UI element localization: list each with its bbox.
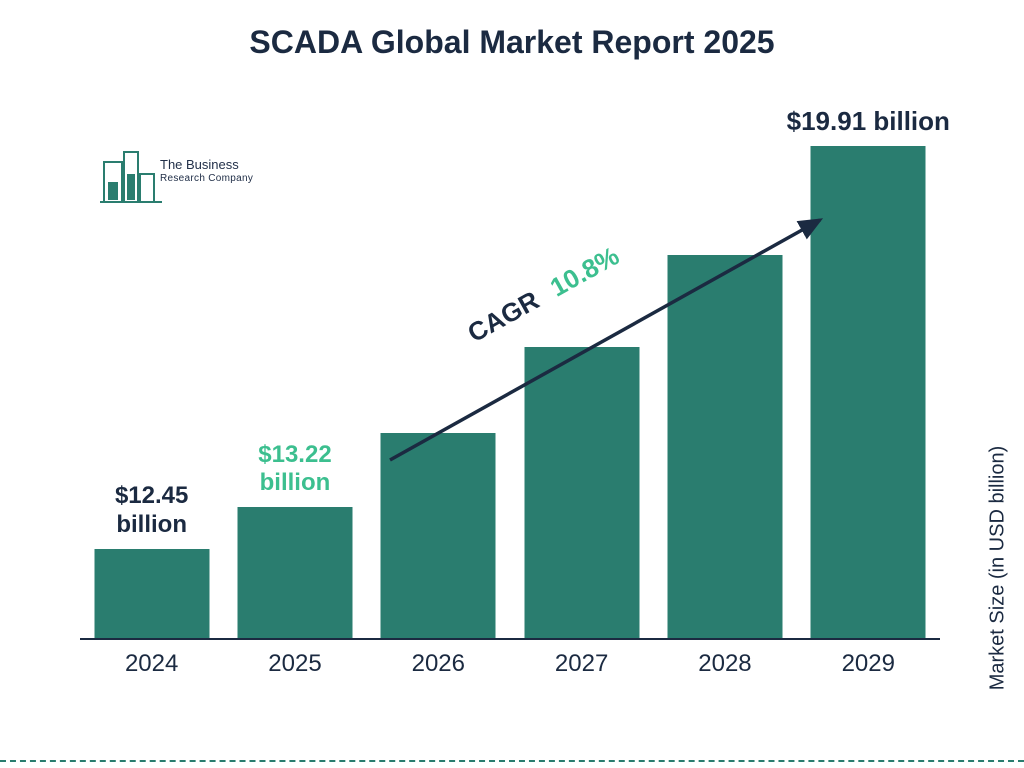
x-tick-label: 2024: [125, 650, 178, 678]
chart-title: SCADA Global Market Report 2025: [0, 24, 1024, 61]
y-axis-label: Market Size (in USD billion): [987, 446, 1010, 691]
bar-value-label: $19.91 billion: [787, 106, 950, 137]
bar-slot: 2029$19.91 billion: [797, 120, 940, 638]
bar: 2026: [381, 433, 496, 638]
bar-slot: 2025$13.22billion: [223, 120, 366, 638]
bar: 2025$13.22billion: [237, 507, 352, 638]
bars-container: 2024$12.45billion2025$13.22billion202620…: [80, 120, 940, 638]
bar-slot: 2024$12.45billion: [80, 120, 223, 638]
plot-area: 2024$12.45billion2025$13.22billion202620…: [80, 120, 940, 680]
bar-value-label: $12.45billion: [92, 482, 212, 539]
bar-slot: 2026: [367, 120, 510, 638]
bar: 2029$19.91 billion: [811, 146, 926, 638]
x-tick-label: 2025: [268, 650, 321, 678]
footer-divider: [0, 760, 1024, 762]
x-tick-label: 2029: [842, 650, 895, 678]
bar: 2027: [524, 347, 639, 638]
x-tick-label: 2027: [555, 650, 608, 678]
bar-slot: 2027: [510, 120, 653, 638]
bar-slot: 2028: [653, 120, 796, 638]
x-axis-line: [80, 638, 940, 640]
bar: 2024$12.45billion: [94, 549, 209, 638]
x-tick-label: 2028: [698, 650, 751, 678]
chart-canvas: SCADA Global Market Report 2025 The Busi…: [0, 0, 1024, 768]
bar-value-label: $13.22billion: [235, 441, 355, 498]
x-tick-label: 2026: [412, 650, 465, 678]
bar: 2028: [667, 255, 782, 638]
